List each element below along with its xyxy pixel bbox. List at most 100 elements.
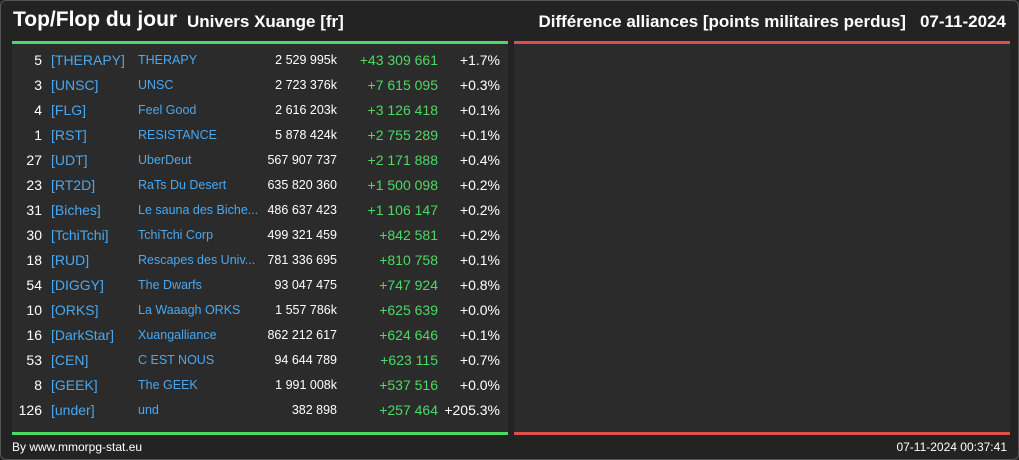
points-cell: 862 212 617: [267, 328, 337, 342]
bottom-divider-green: [12, 432, 508, 435]
table-row: 53 [CEN] C EST NOUS 94 644 789 +623 115 +0.7%: [12, 348, 508, 373]
top-divider-green: [12, 41, 508, 44]
percent-cell: +0.7%: [459, 352, 500, 368]
alliance-tag-link[interactable]: [RUD]: [51, 252, 90, 268]
alliance-tag-link[interactable]: [TchiTchi]: [51, 227, 109, 243]
points-cell: 499 321 459: [267, 228, 337, 242]
table-row: 54 [DIGGY] The Dwarfs 93 047 475 +747 924 +0.…: [12, 273, 508, 298]
alliance-name-link[interactable]: Xuangalliance: [138, 328, 217, 342]
alliance-name-link[interactable]: UberDeut: [138, 153, 192, 167]
table-row: 4 [FLG] Feel Good 2 616 203k +3 126 418 +0.1%: [12, 98, 508, 123]
table-row: 30 [TchiTchi] TchiTchi Corp 499 321 459 +842…: [12, 223, 508, 248]
table-row: 18 [RUD] Rescapes des Univ... 781 336 695 +8…: [12, 248, 508, 273]
points-cell: 567 907 737: [267, 153, 337, 167]
alliance-name-link[interactable]: The GEEK: [138, 378, 198, 392]
points-cell: 781 336 695: [267, 253, 337, 267]
alliance-tag-link[interactable]: [UDT]: [51, 152, 88, 168]
alliance-tag-link[interactable]: [FLG]: [51, 102, 87, 118]
diff-cell: +7 615 095: [367, 77, 438, 93]
header-subtitle: Différence alliances [points militaires …: [538, 12, 906, 31]
percent-cell: +0.1%: [459, 127, 500, 143]
alliance-name-link[interactable]: THERAPY: [138, 53, 198, 67]
diff-cell: +842 581: [379, 227, 438, 243]
alliance-name-link[interactable]: RESISTANCE: [138, 128, 217, 142]
table-row: 1 [RST] RESISTANCE 5 878 424k +2 755 289 +0.1…: [12, 123, 508, 148]
percent-cell: +0.4%: [459, 152, 500, 168]
diff-cell: +2 171 888: [367, 152, 438, 168]
alliance-tag-link[interactable]: [under]: [51, 402, 95, 418]
points-cell: 2 616 203k: [275, 103, 337, 117]
table-row: 5 [THERAPY] THERAPY 2 529 995k +43 309 661 +1…: [12, 48, 508, 73]
diff-cell: +747 924: [379, 277, 438, 293]
diff-cell: +3 126 418: [367, 102, 438, 118]
table-row: 3 [UNSC] UNSC 2 723 376k +7 615 095 +0.3%: [12, 73, 508, 98]
alliance-tag-link[interactable]: [RT2D]: [51, 177, 96, 193]
points-cell: 2 723 376k: [275, 78, 337, 92]
percent-cell: +0.1%: [459, 327, 500, 343]
alliance-tag-link[interactable]: [ORKS]: [51, 302, 99, 318]
points-cell: 93 047 475: [274, 278, 337, 292]
percent-cell: +0.0%: [459, 377, 500, 393]
percent-cell: +0.2%: [459, 227, 500, 243]
diff-cell: +2 755 289: [367, 127, 438, 143]
alliance-tag-link[interactable]: [RST]: [51, 127, 87, 143]
diff-cell: +537 516: [379, 377, 438, 393]
header-right: Différence alliances [points militaires …: [538, 12, 1006, 32]
alliance-name-link[interactable]: The Dwarfs: [138, 278, 202, 292]
alliance-tag-link[interactable]: [CEN]: [51, 352, 89, 368]
alliance-name-link[interactable]: UNSC: [138, 78, 174, 92]
rank-cell: 27: [26, 152, 42, 168]
footer-credit: By www.mmorpg-stat.eu: [12, 440, 143, 454]
universe-label: Univers Xuange [fr]: [187, 12, 344, 31]
points-cell: 635 820 360: [267, 178, 337, 192]
points-cell: 2 529 995k: [275, 53, 337, 67]
points-cell: 1 991 008k: [275, 378, 337, 392]
alliance-name-link[interactable]: TchiTchi Corp: [138, 228, 214, 242]
table-row: 16 [DarkStar] Xuangalliance 862 212 617 +624…: [12, 323, 508, 348]
table-row: 10 [ORKS] La Waaagh ORKS 1 557 786k +625 639…: [12, 298, 508, 323]
top-panel: [12, 44, 508, 432]
points-cell: 5 878 424k: [275, 128, 337, 142]
percent-cell: +0.3%: [459, 77, 500, 93]
percent-cell: +0.2%: [459, 177, 500, 193]
points-cell: 486 637 423: [267, 203, 337, 217]
alliance-tag-link[interactable]: [DarkStar]: [51, 327, 115, 343]
alliance-name-link[interactable]: Feel Good: [138, 103, 197, 117]
rank-cell: 54: [26, 277, 42, 293]
rank-cell: 18: [26, 252, 42, 268]
alliance-name-link[interactable]: und: [138, 403, 159, 417]
page-title: Top/Flop du jour: [13, 8, 178, 31]
diff-cell: +623 115: [380, 352, 438, 368]
percent-cell: +0.8%: [459, 277, 500, 293]
rank-cell: 53: [26, 352, 42, 368]
rank-cell: 1: [34, 127, 42, 143]
table-row: 31 [Biches] Le sauna des Biche... 486 637 4…: [12, 198, 508, 223]
table-row: 8 [GEEK] The GEEK 1 991 008k +537 516 +0.0%: [12, 373, 508, 398]
percent-cell: +0.2%: [459, 202, 500, 218]
percent-cell: +1.7%: [459, 52, 500, 68]
diff-cell: +1 106 147: [367, 202, 438, 218]
alliance-name-link[interactable]: La Waaagh ORKS: [138, 303, 241, 317]
alliance-tag-link[interactable]: [Biches]: [51, 202, 101, 218]
alliance-tag-link[interactable]: [DIGGY]: [51, 277, 104, 293]
rank-cell: 5: [34, 52, 42, 68]
diff-cell: +257 464: [379, 402, 438, 418]
rank-cell: 31: [26, 202, 42, 218]
diff-cell: +810 758: [379, 252, 438, 268]
diff-cell: +1 500 098: [367, 177, 438, 193]
bottom-divider-red: [514, 432, 1010, 435]
alliance-tag-link[interactable]: [GEEK]: [51, 377, 98, 393]
alliance-name-link[interactable]: C EST NOUS: [138, 353, 215, 367]
alliance-name-link[interactable]: Le sauna des Biche...: [138, 203, 259, 217]
percent-cell: +0.1%: [459, 252, 500, 268]
points-cell: 1 557 786k: [275, 303, 337, 317]
diff-cell: +624 646: [379, 327, 438, 343]
alliance-tag-link[interactable]: [THERAPY]: [51, 52, 125, 68]
rank-cell: 23: [26, 177, 42, 193]
alliance-tag-link[interactable]: [UNSC]: [51, 77, 99, 93]
alliance-name-link[interactable]: RaTs Du Desert: [138, 178, 227, 192]
alliance-name-link[interactable]: Rescapes des Univ...: [138, 253, 256, 267]
points-cell: 382 898: [291, 403, 337, 417]
diff-cell: +625 639: [379, 302, 438, 318]
